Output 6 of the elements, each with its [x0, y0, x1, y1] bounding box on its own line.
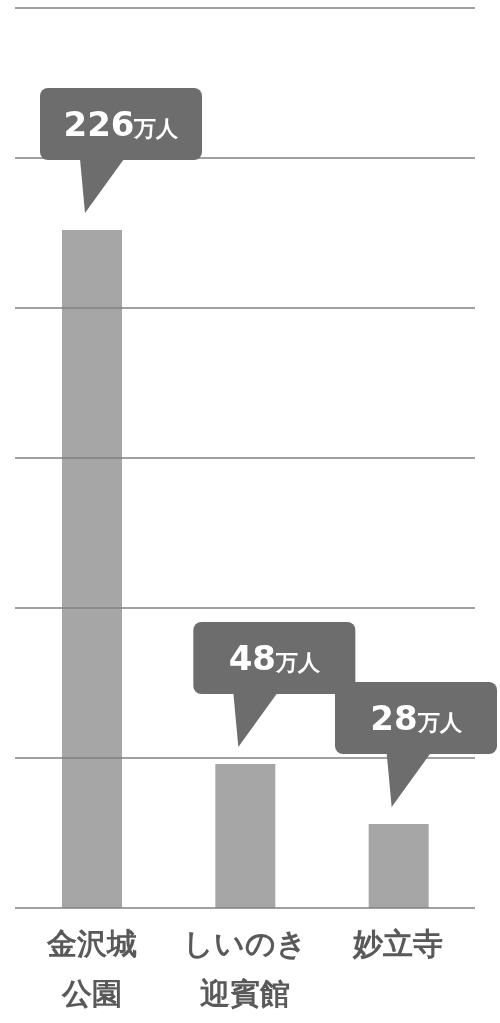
x-tick-label: しいのき迎賓館: [183, 926, 307, 1011]
data-label: 28万人: [370, 698, 463, 738]
data-label: 226万人: [63, 104, 180, 144]
data-label: 48万人: [228, 638, 321, 678]
x-tick-label: 金沢城公園: [45, 926, 137, 1011]
x-tick-label: 妙立寺: [352, 926, 444, 961]
